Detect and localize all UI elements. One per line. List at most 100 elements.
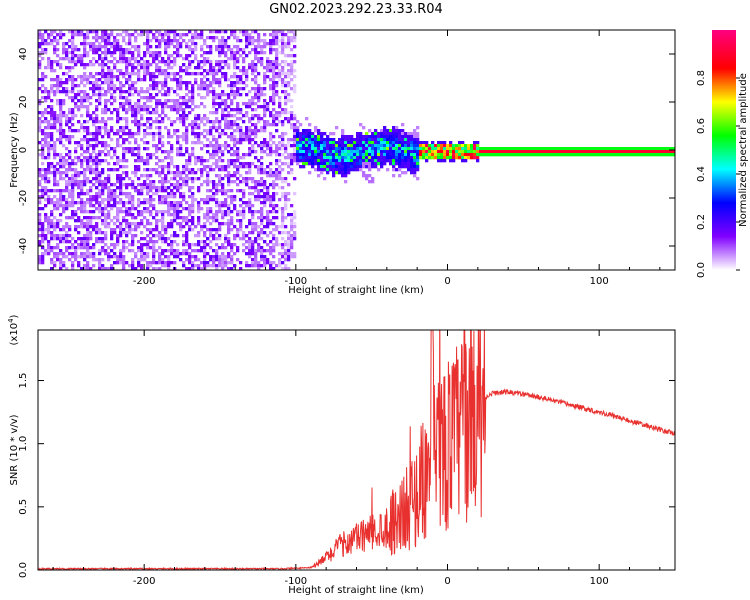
heatmap-cell [392,174,396,178]
heatmap-cell [512,150,516,154]
heatmap-cell [293,225,297,229]
heatmap-cell [284,240,288,244]
heatmap-cell [122,36,126,40]
heatmap-cell [260,183,264,187]
heatmap-cell [278,147,282,151]
heatmap-cell [80,162,84,166]
heatmap-cell [443,159,447,163]
heatmap-cell [371,156,375,160]
heatmap-cell [437,144,441,148]
heatmap-cell [263,168,267,172]
heatmap-cell [74,180,78,184]
heatmap-cell [230,189,234,193]
heatmap-cell [50,147,54,151]
heatmap-cell [107,66,111,70]
heatmap-cell [92,144,96,148]
heatmap-cell [161,186,165,190]
heatmap-cell [179,135,183,139]
heatmap-cell [65,267,69,270]
heatmap-cell [59,33,63,37]
heatmap-cell [77,246,81,250]
heatmap-cell [287,111,291,115]
heatmap-cell [398,147,402,151]
heatmap-cell [92,48,96,52]
heatmap-cell [83,75,87,79]
heatmap-cell [125,159,129,163]
heatmap-cell [50,165,54,169]
heatmap-cell [218,135,222,139]
heatmap-cell [140,183,144,187]
heatmap-cell [242,120,246,124]
spectrogram-y-tick-label: -40 [18,238,29,254]
heatmap-cell [212,162,216,166]
heatmap-cell [227,93,231,97]
heatmap-cell [248,39,252,43]
heatmap-cell [311,141,315,145]
heatmap-cell [98,174,102,178]
heatmap-cell [284,150,288,154]
heatmap-cell [122,90,126,94]
heatmap-cell [230,210,234,214]
heatmap-cell [50,219,54,223]
heatmap-cell [341,165,345,169]
heatmap-cell [209,228,213,232]
heatmap-cell [365,141,369,145]
heatmap-cell [245,42,249,46]
heatmap-cell [170,60,174,64]
heatmap-cell [80,165,84,169]
heatmap-cell [188,159,192,163]
heatmap-cell [374,138,378,142]
heatmap-cell [275,129,279,133]
heatmap-cell [227,240,231,244]
heatmap-cell [95,162,99,166]
heatmap-cell [290,222,294,226]
heatmap-cell [356,165,360,169]
heatmap-cell [251,186,255,190]
heatmap-cell [371,141,375,145]
heatmap-cell [137,210,141,214]
heatmap-cell [227,189,231,193]
heatmap-cell [167,33,171,37]
heatmap-cell [107,267,111,270]
heatmap-cell [101,192,105,196]
heatmap-cell [401,165,405,169]
heatmap-cell [590,150,594,154]
heatmap-cell [347,141,351,145]
heatmap-cell [278,63,282,67]
heatmap-cell [260,63,264,67]
heatmap-cell [401,171,405,175]
heatmap-cell [167,99,171,103]
heatmap-cell [227,144,231,148]
heatmap-cell [260,117,264,121]
heatmap-cell [83,171,87,175]
heatmap-cell [245,261,249,265]
heatmap-cell [41,114,45,118]
heatmap-cell [200,72,204,76]
heatmap-cell [362,141,366,145]
heatmap-cell [131,114,135,118]
heatmap-cell [53,141,57,145]
heatmap-cell [119,57,123,61]
heatmap-cell [308,135,312,139]
heatmap-cell [77,219,81,223]
heatmap-cell [164,228,168,232]
heatmap-cell [518,153,522,157]
heatmap-cell [68,90,72,94]
heatmap-cell [194,66,198,70]
heatmap-cell [134,30,138,34]
heatmap-cell [185,258,189,262]
heatmap-cell [62,129,66,133]
heatmap-cell [224,204,228,208]
heatmap-cell [416,177,420,181]
heatmap-cell [260,171,264,175]
heatmap-cell [86,210,90,214]
heatmap-cell [215,30,219,34]
heatmap-cell [146,183,150,187]
heatmap-cell [50,144,54,148]
heatmap-cell [92,150,96,154]
heatmap-cell [164,165,168,169]
heatmap-cell [341,153,345,157]
heatmap-cell [53,264,57,268]
heatmap-cell [239,213,243,217]
heatmap-cell [50,210,54,214]
